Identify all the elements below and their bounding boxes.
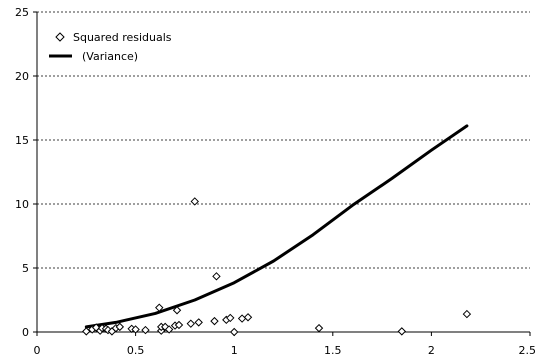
squared-residuals-points xyxy=(82,197,472,337)
x-tick-label: 1 xyxy=(231,344,238,357)
data-point xyxy=(314,323,324,333)
y-tick-label: 5 xyxy=(22,262,29,275)
variance-curve-layer xyxy=(84,124,469,329)
y-tick-label: 25 xyxy=(15,6,29,19)
y-tick-label: 0 xyxy=(22,326,29,339)
y-tick-label: 20 xyxy=(15,70,29,83)
y-tick-label: 15 xyxy=(15,134,29,147)
y-tick-label: 10 xyxy=(15,198,29,211)
data-point xyxy=(141,325,150,335)
data-point xyxy=(194,318,203,327)
data-point xyxy=(229,327,239,337)
x-tick-label: 0 xyxy=(34,344,41,357)
data-point xyxy=(174,320,184,330)
x-tick-label: 0.5 xyxy=(127,344,145,357)
data-point xyxy=(397,327,407,336)
variance-curve xyxy=(84,124,469,329)
data-point xyxy=(190,197,199,206)
data-point xyxy=(226,313,235,323)
data-point xyxy=(237,314,247,323)
legend-label-squared-residuals: Squared residuals xyxy=(73,31,172,44)
data-point xyxy=(210,316,219,326)
data-point xyxy=(82,327,91,336)
axes xyxy=(33,11,531,336)
legend: Squared residuals (Variance) xyxy=(49,31,172,63)
data-point xyxy=(462,309,472,319)
data-point xyxy=(186,319,196,328)
data-point xyxy=(243,313,253,322)
legend-label-variance: (Variance) xyxy=(82,50,138,63)
legend-diamond-marker xyxy=(55,32,65,42)
data-point xyxy=(212,272,221,281)
data-point xyxy=(115,322,125,332)
x-tick-label: 2 xyxy=(428,344,435,357)
tick-labels: 0 5 10 15 20 25 0 0.5 1 1.5 2 2.5 xyxy=(15,6,536,357)
data-point xyxy=(172,306,182,315)
data-point xyxy=(131,325,140,334)
x-tick-label: 1.5 xyxy=(324,344,342,357)
data-point xyxy=(164,325,174,334)
data-point xyxy=(155,303,164,312)
x-tick-label: 2.5 xyxy=(519,344,537,357)
